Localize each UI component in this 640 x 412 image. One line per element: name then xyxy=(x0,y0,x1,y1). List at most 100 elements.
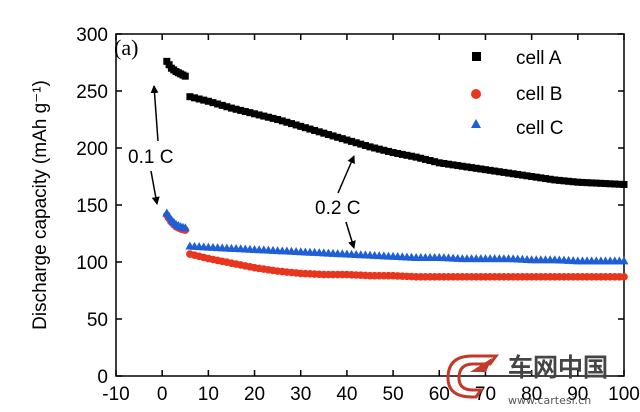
legend: cell A cell B cell C xyxy=(471,48,564,139)
data-point xyxy=(445,160,453,168)
data-point xyxy=(537,174,545,182)
annotation-0-1c-arrow-down xyxy=(150,170,160,205)
data-point xyxy=(421,155,429,163)
data-point xyxy=(620,180,628,188)
panel-label: (a) xyxy=(114,35,138,60)
series-cell-c xyxy=(162,208,629,265)
data-point xyxy=(431,158,439,166)
data-point xyxy=(602,180,610,188)
data-point xyxy=(264,113,272,121)
legend-marker-cell-c xyxy=(471,119,481,128)
data-point xyxy=(200,96,208,104)
data-point xyxy=(578,178,586,186)
legend-label-cell-a: cell A xyxy=(516,48,562,69)
data-point xyxy=(555,176,563,184)
data-point xyxy=(278,117,286,125)
data-point xyxy=(565,177,573,185)
data-point xyxy=(375,145,383,153)
x-tick-label: 90 xyxy=(567,384,588,405)
data-point xyxy=(274,116,282,123)
data-point xyxy=(500,168,508,176)
x-tick-label: 100 xyxy=(608,384,640,405)
data-point xyxy=(532,173,540,181)
annotation-0-2c-arrow-up xyxy=(337,155,355,194)
data-point xyxy=(357,140,365,148)
x-tick-label: 10 xyxy=(198,384,219,405)
y-tick-label: 150 xyxy=(76,196,108,217)
annotation-0-2c: 0.2 C xyxy=(315,155,360,249)
data-point xyxy=(620,273,628,281)
data-point xyxy=(472,164,480,172)
series-cell-a xyxy=(163,57,628,188)
data-point xyxy=(588,179,596,187)
data-point xyxy=(223,103,231,111)
data-point xyxy=(315,128,323,136)
data-point xyxy=(218,101,226,109)
data-point xyxy=(505,169,513,177)
x-tick-label: 0 xyxy=(157,384,168,405)
x-tick-label: -10 xyxy=(102,384,129,405)
data-point xyxy=(449,161,457,169)
data-point xyxy=(574,178,582,186)
watermark-logo-icon xyxy=(446,354,499,399)
data-point xyxy=(592,179,600,187)
data-point xyxy=(195,95,203,103)
data-point xyxy=(301,124,309,132)
data-point xyxy=(292,121,300,129)
data-point xyxy=(412,153,420,161)
data-point xyxy=(204,97,212,105)
watermark-cn-text: 车网中国 xyxy=(508,353,608,382)
data-point xyxy=(324,131,332,139)
y-tick-label: 300 xyxy=(76,25,108,46)
y-tick-label: 50 xyxy=(87,310,108,331)
data-point xyxy=(186,93,194,101)
data-point xyxy=(477,165,485,173)
data-point xyxy=(486,166,494,174)
data-point xyxy=(329,132,337,140)
data-point xyxy=(458,162,466,170)
data-point xyxy=(398,150,406,158)
data-point xyxy=(180,223,190,232)
legend-label-cell-c: cell C xyxy=(516,118,564,139)
data-point xyxy=(348,137,356,145)
annotation-0-2c-label: 0.2 C xyxy=(315,198,360,219)
data-point xyxy=(468,164,476,172)
data-point xyxy=(597,179,605,187)
data-point xyxy=(209,99,217,107)
data-point xyxy=(403,151,411,159)
data-point xyxy=(181,72,189,80)
y-axis-ticks: 0 50 100 150 200 250 300 xyxy=(76,25,624,388)
data-point xyxy=(394,149,402,157)
data-point xyxy=(514,170,522,178)
annotation-0-1c-label: 0.1 C xyxy=(128,147,173,168)
x-tick-label: 40 xyxy=(336,384,357,405)
data-point xyxy=(232,105,240,113)
legend-marker-cell-a xyxy=(472,52,481,61)
watermark-url-text: www.cartesi.cn xyxy=(508,394,591,407)
series-layer xyxy=(162,57,629,281)
data-point xyxy=(560,177,568,185)
data-point xyxy=(352,139,360,147)
watermark: 车网中国 www.cartesi.cn xyxy=(446,353,608,407)
data-point xyxy=(371,144,379,152)
data-point xyxy=(611,180,619,188)
data-point xyxy=(495,168,503,176)
data-point xyxy=(408,152,416,160)
data-point xyxy=(528,173,536,180)
data-point xyxy=(287,120,295,128)
data-point xyxy=(283,118,291,126)
data-point xyxy=(338,135,346,143)
data-point xyxy=(615,180,623,188)
data-point xyxy=(311,126,319,134)
data-point xyxy=(417,154,425,162)
x-tick-label: 20 xyxy=(244,384,265,405)
data-point xyxy=(551,176,559,184)
data-point xyxy=(269,114,277,122)
data-point xyxy=(426,157,434,165)
data-point xyxy=(320,129,328,137)
data-point xyxy=(509,170,517,178)
data-point xyxy=(255,111,263,119)
data-point xyxy=(227,104,235,112)
data-point xyxy=(454,162,462,170)
